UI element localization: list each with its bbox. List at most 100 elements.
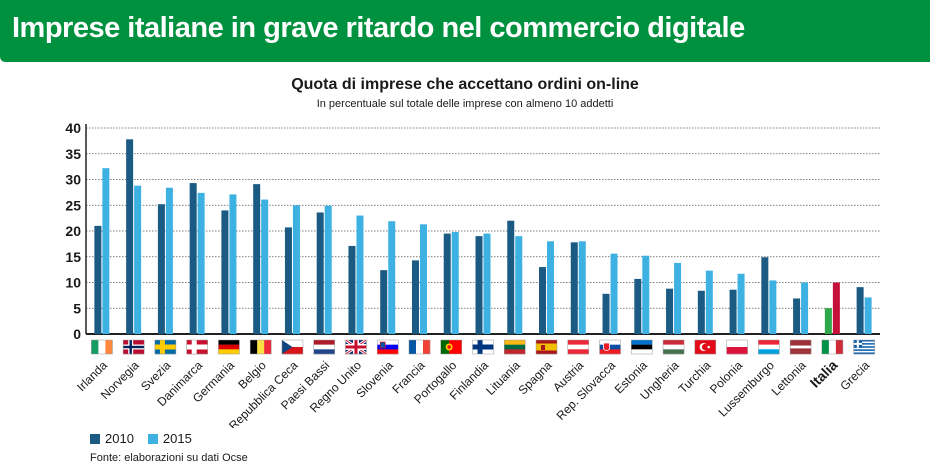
slovakia-flag-icon bbox=[599, 339, 621, 355]
bar-2015-austria bbox=[578, 241, 586, 334]
bar-2010-lettonia bbox=[793, 298, 801, 334]
turkey-flag-icon bbox=[694, 339, 717, 355]
bar-2010-rep-slovacca bbox=[602, 293, 610, 334]
y-tick-label: 0 bbox=[73, 326, 81, 342]
bar-2010-portogallo bbox=[443, 233, 451, 334]
bar-2015-turchia bbox=[705, 270, 713, 334]
bar-2015-belgio bbox=[261, 199, 269, 334]
bar-2010-lituania bbox=[507, 220, 515, 334]
bar-2015-polonia bbox=[737, 273, 745, 334]
germany-flag-icon bbox=[218, 339, 240, 355]
sweden-flag-icon bbox=[154, 339, 177, 355]
portugal-flag-icon bbox=[440, 339, 462, 355]
legend-item-2015: 2015 bbox=[147, 431, 192, 446]
x-tick-label: Lettonia bbox=[769, 358, 809, 398]
bar-2015-norvegia bbox=[134, 185, 142, 334]
bar-2015-spagna bbox=[547, 241, 555, 334]
slovenia-flag-icon bbox=[376, 339, 399, 355]
bar-2010-grecia bbox=[856, 287, 864, 334]
page-title: Imprese italiane in grave ritardo nel co… bbox=[12, 12, 745, 44]
united-kingdom-flag-icon bbox=[344, 338, 368, 356]
austria-flag-icon bbox=[567, 339, 590, 355]
bar-2015-lituania bbox=[515, 236, 523, 334]
spain-flag-icon bbox=[535, 339, 558, 355]
latvia-flag-icon bbox=[789, 339, 812, 355]
legend-label-2010: 2010 bbox=[105, 431, 134, 446]
y-tick-label: 20 bbox=[65, 223, 81, 239]
y-tick-label: 10 bbox=[65, 275, 81, 291]
y-tick-label: 30 bbox=[65, 172, 81, 188]
y-tick-label: 25 bbox=[65, 197, 81, 213]
czech-republic-flag-icon bbox=[281, 339, 304, 355]
x-tick-label: Grecia bbox=[837, 358, 872, 393]
bar-2010-danimarca bbox=[189, 183, 197, 334]
bar-2010-estonia bbox=[634, 278, 642, 334]
bar-2010-austria bbox=[570, 242, 578, 334]
legend-item-2010: 2010 bbox=[90, 431, 134, 446]
bar-2015-germania bbox=[229, 194, 237, 334]
bar-2010-regno-unito bbox=[348, 245, 356, 334]
estonia-flag-icon bbox=[631, 339, 653, 355]
bar-2015-lussemburgo bbox=[769, 280, 777, 334]
chart-title: Quota di imprese che accettano ordini on… bbox=[291, 76, 639, 93]
legend-swatch-2010 bbox=[90, 433, 100, 444]
luxembourg-flag-icon bbox=[758, 339, 780, 355]
bar-2015-estonia bbox=[642, 255, 650, 334]
header-banner: Imprese italiane in grave ritardo nel co… bbox=[0, 0, 930, 62]
bar-2010-germania bbox=[221, 210, 229, 334]
legend-label-2015: 2015 bbox=[162, 431, 192, 446]
bar-2015-slovenia bbox=[388, 221, 396, 334]
bar-2015-repubblica-ceca bbox=[292, 205, 300, 334]
bar-2015-rep-slovacca bbox=[610, 253, 618, 334]
ireland-flag-icon bbox=[91, 339, 113, 355]
y-tick-label: 15 bbox=[65, 249, 81, 265]
source-note: Fonte: elaborazioni su dati Ocse bbox=[90, 452, 248, 464]
bar-2010-spagna bbox=[539, 267, 547, 334]
greece-flag-icon bbox=[853, 339, 875, 355]
poland-flag-icon bbox=[726, 339, 748, 355]
bar-chart: 0510152025303540IrlandaNorvegiaSveziaDan… bbox=[65, 120, 880, 428]
y-tick-label: 35 bbox=[65, 146, 81, 162]
bar-2010-irlanda bbox=[94, 225, 102, 334]
denmark-flag-icon bbox=[186, 339, 208, 355]
bar-2010-lussemburgo bbox=[761, 257, 769, 334]
hungary-flag-icon bbox=[662, 339, 685, 355]
france-flag-icon bbox=[408, 339, 431, 355]
italy-flag-icon bbox=[821, 339, 844, 355]
bar-2015-paesi-bassi bbox=[324, 205, 332, 334]
bar-2015-italia bbox=[832, 282, 840, 334]
bar-2015-irlanda bbox=[102, 168, 110, 334]
legend-swatch-2015 bbox=[147, 433, 158, 444]
bar-2015-portogallo bbox=[451, 232, 459, 334]
netherlands-flag-icon bbox=[313, 339, 335, 355]
bar-2010-slovenia bbox=[380, 270, 388, 334]
bar-2015-svezia bbox=[165, 187, 173, 334]
bar-2010-norvegia bbox=[126, 139, 134, 334]
x-tick-label: Italia bbox=[807, 357, 841, 391]
bar-2015-finlandia bbox=[483, 233, 491, 334]
bar-2015-lettonia bbox=[801, 282, 809, 334]
bar-2015-ungheria bbox=[674, 262, 682, 334]
bar-2010-francia bbox=[411, 260, 419, 334]
bar-2010-belgio bbox=[253, 184, 261, 334]
finland-flag-icon bbox=[472, 339, 494, 355]
lithuania-flag-icon bbox=[504, 339, 526, 355]
bar-2010-repubblica-ceca bbox=[284, 227, 292, 334]
header-background bbox=[0, 0, 930, 62]
bar-2015-regno-unito bbox=[356, 215, 364, 334]
bar-2010-svezia bbox=[157, 204, 165, 334]
bar-2010-ungheria bbox=[666, 288, 674, 334]
bar-2010-turchia bbox=[697, 290, 705, 334]
x-tick-label: Lituania bbox=[483, 358, 523, 398]
bar-2010-finlandia bbox=[475, 236, 483, 334]
x-tick-label: Turchia bbox=[676, 358, 714, 396]
y-tick-label: 5 bbox=[73, 300, 81, 316]
chart-subtitle: In percentuale sul totale delle imprese … bbox=[316, 98, 614, 110]
bar-2010-italia bbox=[824, 308, 832, 334]
bar-2015-danimarca bbox=[197, 192, 205, 334]
y-tick-label: 40 bbox=[65, 120, 81, 136]
bar-2015-grecia bbox=[864, 297, 872, 334]
belgium-flag-icon bbox=[249, 339, 272, 355]
chart-legend: 2010 2015 bbox=[90, 431, 206, 446]
norway-flag-icon bbox=[122, 339, 145, 355]
